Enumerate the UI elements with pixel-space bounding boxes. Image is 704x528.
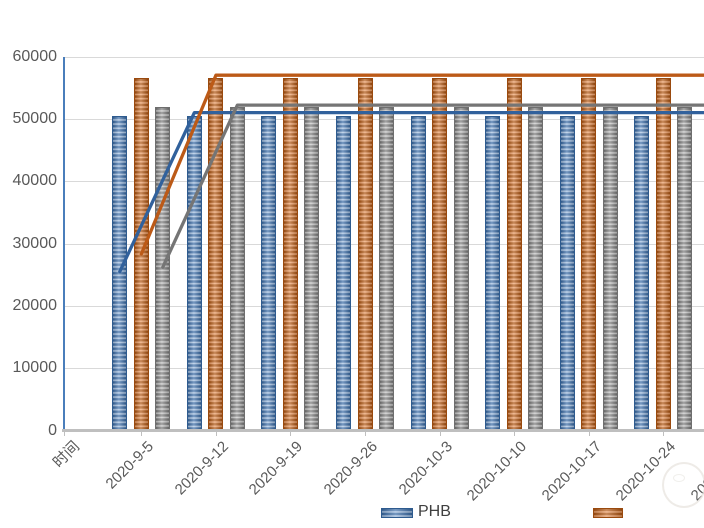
bar-blue-2020-9-19	[261, 116, 277, 431]
x-axis-tick	[588, 432, 590, 436]
bar-gray-2020-9-19	[304, 107, 320, 431]
x-tick-label-2020-10-10: 2020-10-10	[463, 438, 531, 505]
y-tick-label-20000: 20000	[12, 296, 58, 314]
x-axis-tick	[290, 432, 292, 436]
watermark-dot-icon	[673, 474, 685, 482]
y-tick-label-50000: 50000	[12, 109, 58, 127]
bar-gray-2020-9-12	[229, 107, 245, 431]
bar-orange-2020-10-3	[432, 78, 448, 431]
bar-orange-2020-9-12	[208, 78, 224, 431]
bar-orange-2020-10-24	[655, 78, 671, 431]
y-tick-label-0: 0	[48, 421, 57, 439]
bar-blue-2020-10-10	[485, 116, 501, 431]
x-tick-label-2020-9-12: 2020-9-12	[171, 438, 232, 499]
bar-orange-2020-10-17	[581, 78, 597, 431]
x-axis-tick	[514, 432, 516, 436]
x-tick-label-2020-9-5: 2020-9-5	[102, 438, 158, 493]
y-tick-label-10000: 10000	[12, 359, 58, 377]
gridline-60000	[63, 56, 704, 58]
x-axis-tick	[439, 432, 441, 436]
bar-blue-2020-9-12	[186, 116, 202, 431]
x-axis-tick	[365, 432, 366, 436]
x-axis-tick	[215, 432, 217, 436]
watermark-circle	[662, 462, 704, 508]
bar-blue-2020-10-17	[559, 116, 575, 431]
bar-gray-2020-9-5	[155, 107, 171, 431]
bar-blue-2020-10-24	[634, 116, 650, 431]
bar-gray-2020-10-24	[677, 107, 693, 431]
y-tick-label-30000: 30000	[12, 234, 58, 252]
x-tick-label-2020-9-19: 2020-9-19	[246, 438, 307, 499]
x-axis-title-label: 时间	[49, 438, 83, 472]
y-tick-label-60000: 60000	[12, 47, 58, 65]
bar-gray-2020-10-3	[453, 107, 469, 431]
x-axis-tick	[663, 432, 665, 436]
x-tick-label-2020-10-17: 2020-10-17	[538, 438, 605, 505]
y-axis-line	[62, 56, 65, 433]
x-axis-tick	[141, 432, 143, 436]
bar-orange-2020-10-10	[506, 78, 522, 431]
bar-gray-2020-10-17	[602, 107, 618, 431]
x-tick-label-2020-9-26: 2020-9-26	[320, 438, 382, 499]
bar-orange-2020-9-19	[282, 78, 298, 431]
y-tick-label-40000: 40000	[12, 172, 58, 190]
bar-gray-2020-10-10	[528, 107, 544, 431]
legend-swatch-series2	[593, 508, 623, 518]
legend-label-phb: PHB	[418, 503, 451, 520]
bar-blue-2020-10-3	[410, 116, 426, 431]
bar-orange-2020-9-26	[357, 78, 373, 431]
bar-orange-2020-9-5	[133, 78, 149, 431]
legend-swatch-phb	[381, 508, 413, 518]
bar-blue-2020-9-26	[336, 116, 351, 431]
x-axis-tick	[63, 432, 65, 436]
bar-blue-2020-9-5	[112, 116, 128, 431]
bar-gray-2020-9-26	[379, 107, 394, 431]
